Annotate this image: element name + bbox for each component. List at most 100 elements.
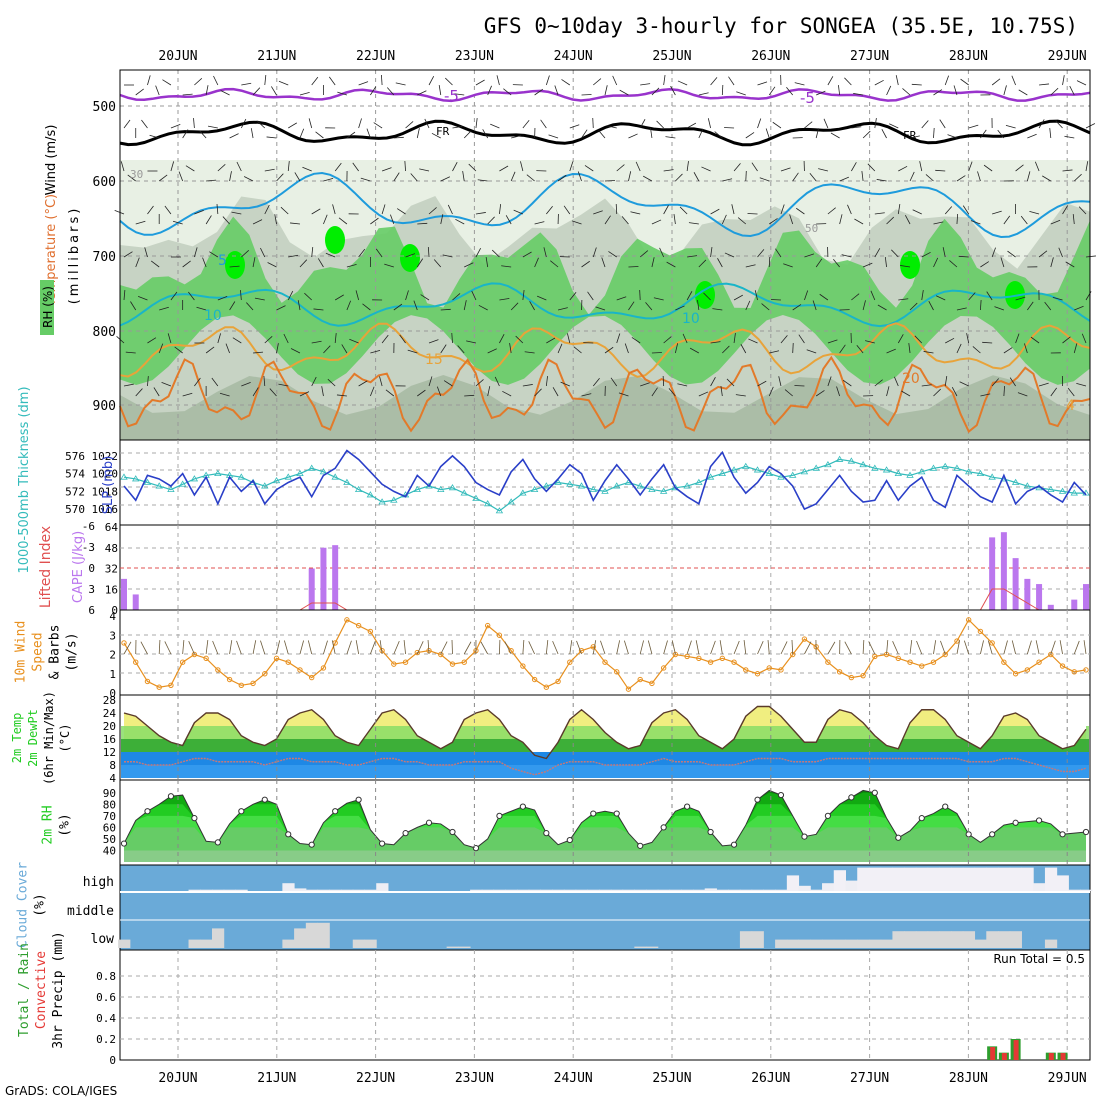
wind-barb	[216, 204, 219, 215]
wind-barb	[792, 304, 802, 311]
thickness-point	[472, 494, 480, 501]
wind-speed-point	[977, 628, 984, 635]
wind-speed-point	[215, 667, 221, 673]
wind-speed-point	[1083, 667, 1089, 673]
wind-barb	[675, 173, 683, 182]
wind-barb	[440, 214, 444, 225]
wind-barb	[170, 291, 178, 301]
wind-barb	[428, 207, 437, 215]
precip-panel: 0 0.2 0.4 0.6 0.8 Total / Rain Convective 3hr …	[17, 931, 1091, 1067]
wind-barb	[991, 378, 1000, 387]
wind-speed-point	[872, 653, 878, 660]
surface-wind-barb	[844, 641, 852, 655]
wind-barb	[884, 257, 887, 268]
wind-barb	[428, 75, 435, 86]
wind-barb	[628, 171, 632, 182]
wind-barb	[150, 260, 160, 268]
wind-barb	[1029, 211, 1040, 215]
wind-barb	[393, 303, 403, 311]
cape-bar	[308, 568, 315, 610]
wind-barb	[1050, 87, 1059, 96]
wind-barb	[707, 118, 711, 129]
panel-ylabel: 2m Temp	[10, 713, 24, 764]
wind-barb	[1003, 215, 1011, 225]
thickness-point	[530, 485, 539, 492]
wind-barb	[587, 291, 594, 301]
wind-barb	[546, 337, 556, 344]
wind-barb	[851, 126, 862, 129]
wind-barb	[205, 346, 215, 354]
wind-barb	[424, 118, 430, 129]
panel-ylabel: & Barbs	[48, 625, 63, 680]
wind-barb	[733, 163, 741, 172]
wind-barb	[308, 118, 313, 129]
wind-barb	[328, 76, 336, 86]
wind-barb	[253, 351, 264, 354]
surface-wind-barb	[260, 640, 266, 655]
wind-barb	[468, 163, 477, 172]
cloud-high-bar	[939, 867, 952, 891]
wind-barb	[1005, 125, 1016, 129]
wind-barb	[440, 344, 447, 354]
top-date-label: 27JUN	[850, 49, 889, 64]
wind-barb	[921, 251, 931, 258]
wind-speed-point	[449, 661, 456, 667]
cloud-high-bar	[528, 889, 541, 891]
wind-barb	[229, 171, 232, 182]
surface-wind-barb	[140, 641, 148, 655]
wind-barb	[997, 129, 1005, 139]
cloud-high-bar	[681, 889, 694, 891]
rh-band-bright	[400, 244, 420, 272]
rh-band-green	[120, 216, 1090, 440]
wind-barb	[299, 391, 310, 397]
wind-barb	[327, 378, 336, 387]
rh-point	[449, 828, 456, 836]
wind-barb	[287, 290, 294, 301]
wind-speed-point	[508, 647, 514, 654]
wind-barb	[280, 206, 289, 215]
wind-barb	[373, 122, 383, 129]
wind-barb	[1027, 133, 1037, 139]
wind-barb	[761, 303, 770, 311]
wind-barb	[621, 216, 629, 225]
panel-ylabel: Total / Rain	[17, 943, 32, 1037]
wind-barb	[714, 131, 723, 139]
surface-wind-barb	[733, 640, 740, 655]
li-tick-label: -3	[82, 541, 95, 554]
cape-bar	[132, 594, 139, 610]
surface-wind-barb	[767, 640, 770, 655]
thickness-point	[354, 485, 363, 492]
wind-barb	[393, 172, 400, 182]
wind-barb	[1074, 305, 1084, 311]
wind-barb	[628, 133, 638, 139]
wind-barb	[909, 171, 915, 182]
pressure-tick-label: 700	[93, 250, 116, 265]
slp-tick-label: 1020	[92, 468, 119, 481]
thickness-point	[882, 466, 891, 473]
surface-wind-barb	[284, 640, 289, 655]
wind-barb	[381, 167, 392, 172]
wind-barb	[311, 247, 314, 258]
wind-speed-point	[1012, 671, 1019, 677]
wind-barb	[405, 253, 416, 258]
wind-barb	[994, 306, 1005, 311]
rh-tick-label: 60	[103, 821, 116, 834]
wind-barb	[804, 290, 809, 301]
cloud-high-bar	[763, 889, 776, 891]
wind-barb	[650, 128, 653, 139]
wind-barb	[745, 300, 751, 311]
temp-tick-label: 20	[103, 720, 116, 733]
top-date-label: 29JUN	[1048, 49, 1087, 64]
wind-barb	[874, 118, 877, 129]
wind-barb	[769, 218, 778, 225]
wind-barb	[332, 204, 336, 215]
wind-barb	[909, 135, 920, 139]
cloud-low-bar	[845, 939, 858, 948]
wind-barb	[794, 82, 805, 86]
surface-wind-barb	[909, 640, 913, 655]
wind-barb	[475, 379, 484, 387]
wind-barb	[548, 134, 559, 139]
panel-ylabel: Convective	[34, 951, 49, 1029]
wind-barb	[1076, 383, 1087, 387]
wind-barb	[182, 129, 189, 139]
